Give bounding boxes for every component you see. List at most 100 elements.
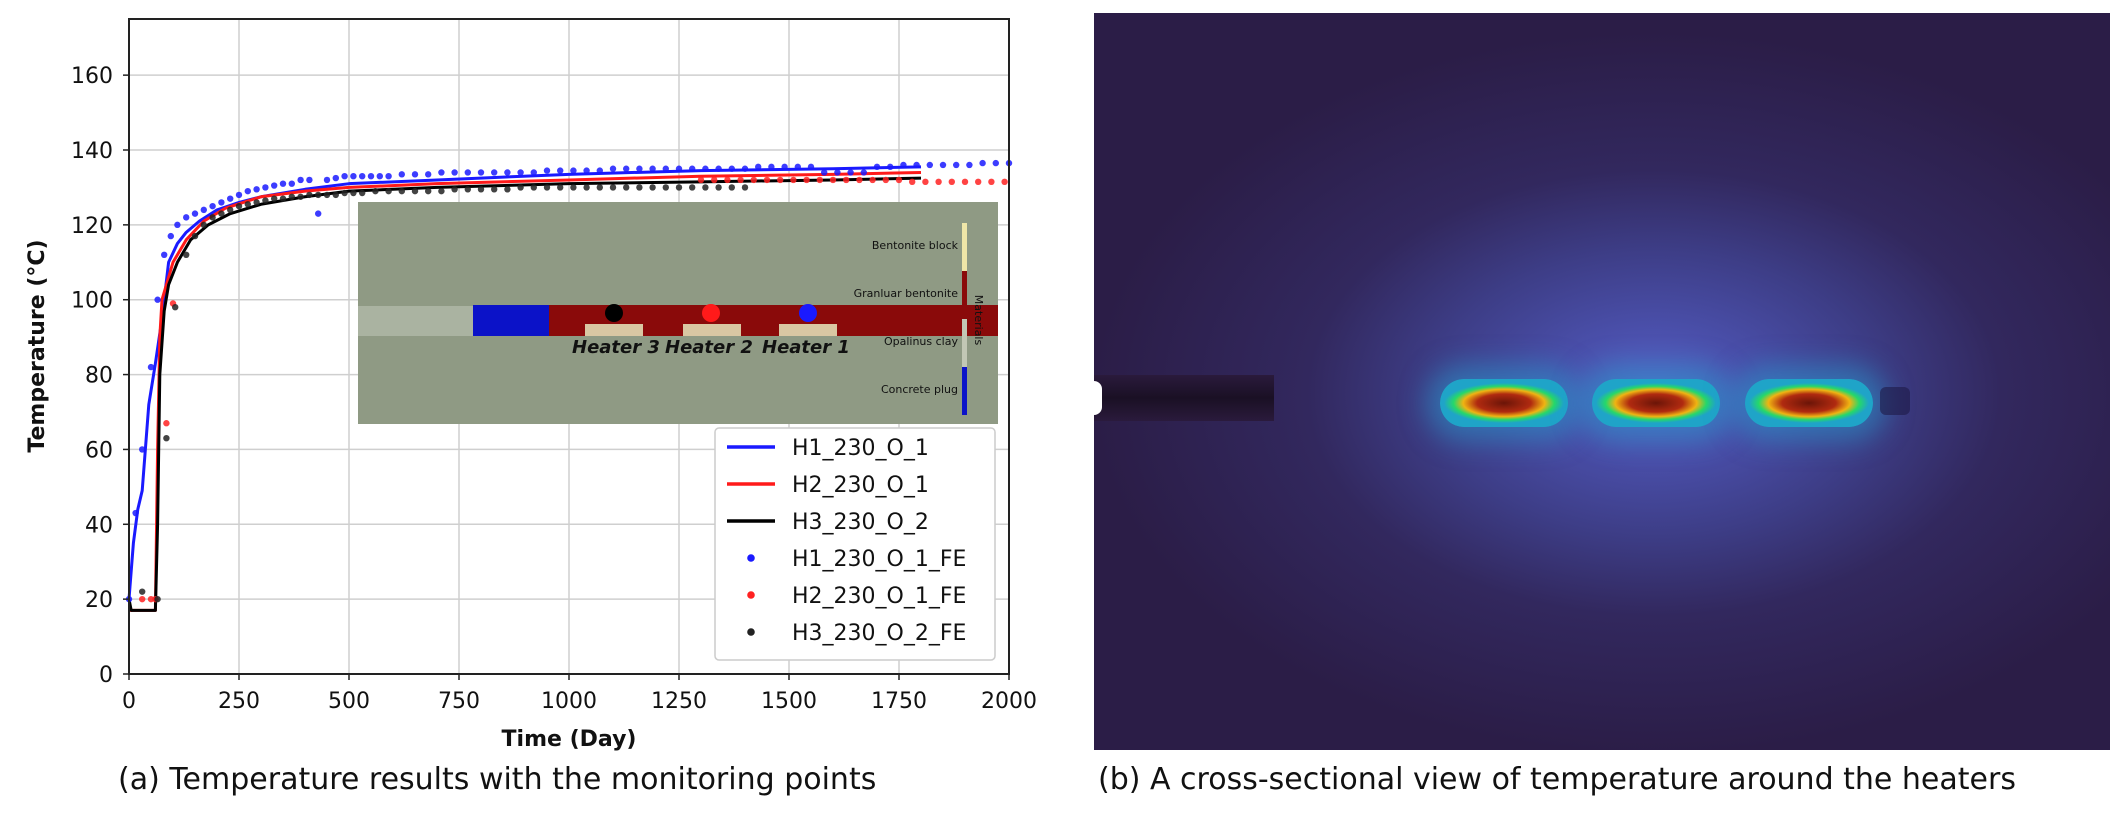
legend-items: H1_230_O_1 H2_230_O_1 H3_230_O_2 H1_230_O_1…	[727, 436, 966, 646]
data-point-h1-230-o-1-fe	[271, 182, 278, 189]
data-point-h1-230-o-1-fe	[662, 165, 669, 172]
data-point-h2-230-o-1-fe	[777, 176, 784, 184]
plug-region	[1880, 387, 1910, 415]
data-point-h1-230-o-1-fe	[306, 176, 313, 184]
legend-label-h3-230-o-2-fe: H3_230_O_2_FE	[792, 621, 966, 646]
inset-legend-swatch-concrete-plug	[962, 367, 967, 415]
legend-label-h1-230-o-1: H1_230_O_1	[792, 436, 929, 461]
legend-label-h1-230-o-1-fe: H1_230_O_1_FE	[792, 547, 966, 572]
y-tick-label: 0	[99, 663, 113, 688]
data-point-h3-230-o-2-fe	[543, 184, 551, 191]
data-point-h1-230-o-1-fe	[464, 169, 471, 176]
data-point-h1-230-o-1-fe	[609, 165, 617, 172]
data-point-h3-230-o-2-fe	[244, 201, 251, 208]
y-tick-label: 160	[71, 64, 113, 89]
data-point-h1-230-o-1-fe	[315, 210, 322, 217]
data-point-h1-230-o-1-fe	[385, 173, 392, 180]
legend-label-h3-230-o-2: H3_230_O_2	[792, 510, 929, 535]
inset-heater-3-label: Heater 3	[572, 337, 660, 358]
inset-materials-label: Materials	[972, 295, 985, 346]
data-point-h3-230-o-2-fe	[350, 189, 357, 197]
data-point-h3-230-o-2-fe	[477, 186, 485, 193]
data-point-h2-230-o-1-fe	[711, 176, 718, 184]
data-point-h1-230-o-1-fe	[183, 214, 190, 221]
data-point-h2-230-o-1-fe	[869, 176, 876, 184]
data-point-h1-230-o-1-fe	[139, 446, 146, 453]
data-point-h2-230-o-1-fe	[961, 178, 969, 186]
data-point-h3-230-o-2-fe	[689, 184, 696, 191]
data-point-h3-230-o-2-fe	[702, 184, 709, 191]
data-point-h1-230-o-1-fe	[132, 509, 139, 517]
data-point-h1-230-o-1-fe	[350, 173, 357, 180]
data-point-h2-230-o-1-fe	[724, 176, 731, 184]
inset-schematic: Heater 3 Heater 2 Heater 1 Bentonite blo…	[358, 202, 998, 424]
data-point-h3-230-o-2-fe	[649, 184, 656, 191]
inset-legend-bentonite-block: Bentonite block	[872, 239, 959, 252]
data-point-h3-230-o-2-fe	[411, 187, 419, 195]
heater-hotspot-1	[1745, 379, 1873, 427]
data-point-h1-230-o-1-fe	[227, 195, 234, 202]
data-point-h3-230-o-2-fe	[235, 202, 243, 210]
inset-legend-granular-bentonite: Granluar bentonite	[854, 287, 959, 300]
data-point-h1-230-o-1-fe	[689, 165, 696, 172]
data-point-h1-230-o-1-fe	[992, 159, 999, 167]
data-point-h1-230-o-1-fe	[262, 184, 269, 191]
data-point-h1-230-o-1-fe	[341, 173, 348, 180]
data-point-h1-230-o-1-fe	[332, 174, 339, 182]
data-point-h1-230-o-1-fe	[209, 202, 216, 210]
data-point-h3-230-o-2-fe	[139, 588, 146, 595]
data-point-h3-230-o-2-fe	[227, 206, 234, 214]
data-point-h3-230-o-2-fe	[200, 221, 207, 229]
x-tick-label: 250	[218, 689, 260, 714]
data-point-h1-230-o-1-fe	[167, 232, 174, 240]
y-tick-label: 80	[85, 364, 113, 389]
inset-legend-swatch-opalinus-clay	[962, 319, 967, 367]
data-point-h1-230-o-1-fe	[398, 171, 405, 178]
y-tick-label: 40	[85, 513, 113, 538]
data-point-h3-230-o-2-fe	[288, 193, 295, 200]
x-axis-title: Time (Day)	[502, 727, 637, 752]
x-tick-label: 1250	[651, 689, 707, 714]
y-tick-label: 20	[85, 588, 113, 613]
inset-heater-2-label: Heater 2	[665, 337, 753, 358]
data-point-h1-230-o-1-fe	[154, 296, 161, 303]
data-point-h2-230-o-1-fe	[882, 176, 889, 184]
data-point-h1-230-o-1-fe	[147, 363, 155, 371]
data-point-h2-230-o-1-fe	[909, 178, 916, 186]
data-point-h3-230-o-2-fe	[209, 214, 216, 221]
data-point-h3-230-o-2-fe	[675, 184, 683, 191]
y-tick-label: 60	[85, 438, 113, 463]
data-point-h3-230-o-2-fe	[451, 186, 458, 193]
data-point-h1-230-o-1-fe	[359, 173, 366, 180]
data-point-h1-230-o-1-fe	[543, 167, 551, 174]
data-point-h1-230-o-1-fe	[847, 169, 854, 176]
data-point-h1-230-o-1-fe	[425, 171, 432, 178]
y-tick-label: 140	[71, 139, 113, 164]
inset-heater-3-block	[585, 324, 643, 336]
data-point-h1-230-o-1-fe	[491, 169, 498, 176]
series-line-h2-230-o-1	[129, 170, 922, 612]
x-tick-label: 1000	[541, 689, 597, 714]
data-point-h3-230-o-2-fe	[583, 184, 590, 191]
inset-heater-1-block	[779, 324, 837, 336]
data-point-h1-230-o-1-fe	[504, 169, 511, 176]
data-point-h1-230-o-1-fe	[900, 161, 907, 169]
temperature-chart: Heater 3 Heater 2 Heater 1 Bentonite blo…	[25, 18, 1037, 752]
data-point-h2-230-o-1-fe	[1001, 178, 1008, 186]
legend: H1_230_O_1 H2_230_O_1 H3_230_O_2 H1_230_O_1…	[714, 427, 996, 661]
data-point-h1-230-o-1-fe	[781, 163, 788, 171]
data-point-h1-230-o-1-fe	[979, 159, 986, 167]
data-point-h3-230-o-2-fe	[332, 191, 339, 199]
data-point-h1-230-o-1-fe	[794, 163, 801, 171]
data-point-h2-230-o-1-fe	[803, 176, 810, 184]
data-point-h1-230-o-1-fe	[623, 165, 630, 172]
temperature-cross-section	[1094, 13, 2110, 750]
heater-hotspot-2	[1592, 379, 1720, 427]
data-point-h2-230-o-1-fe	[856, 176, 863, 184]
data-point-h3-230-o-2-fe	[253, 199, 260, 206]
data-point-h3-230-o-2-fe	[218, 210, 225, 217]
data-point-h3-230-o-2-fe	[728, 184, 735, 191]
data-point-h1-230-o-1-fe	[807, 163, 815, 171]
data-point-h1-230-o-1-fe	[411, 171, 419, 178]
data-point-h3-230-o-2-fe	[662, 184, 669, 191]
